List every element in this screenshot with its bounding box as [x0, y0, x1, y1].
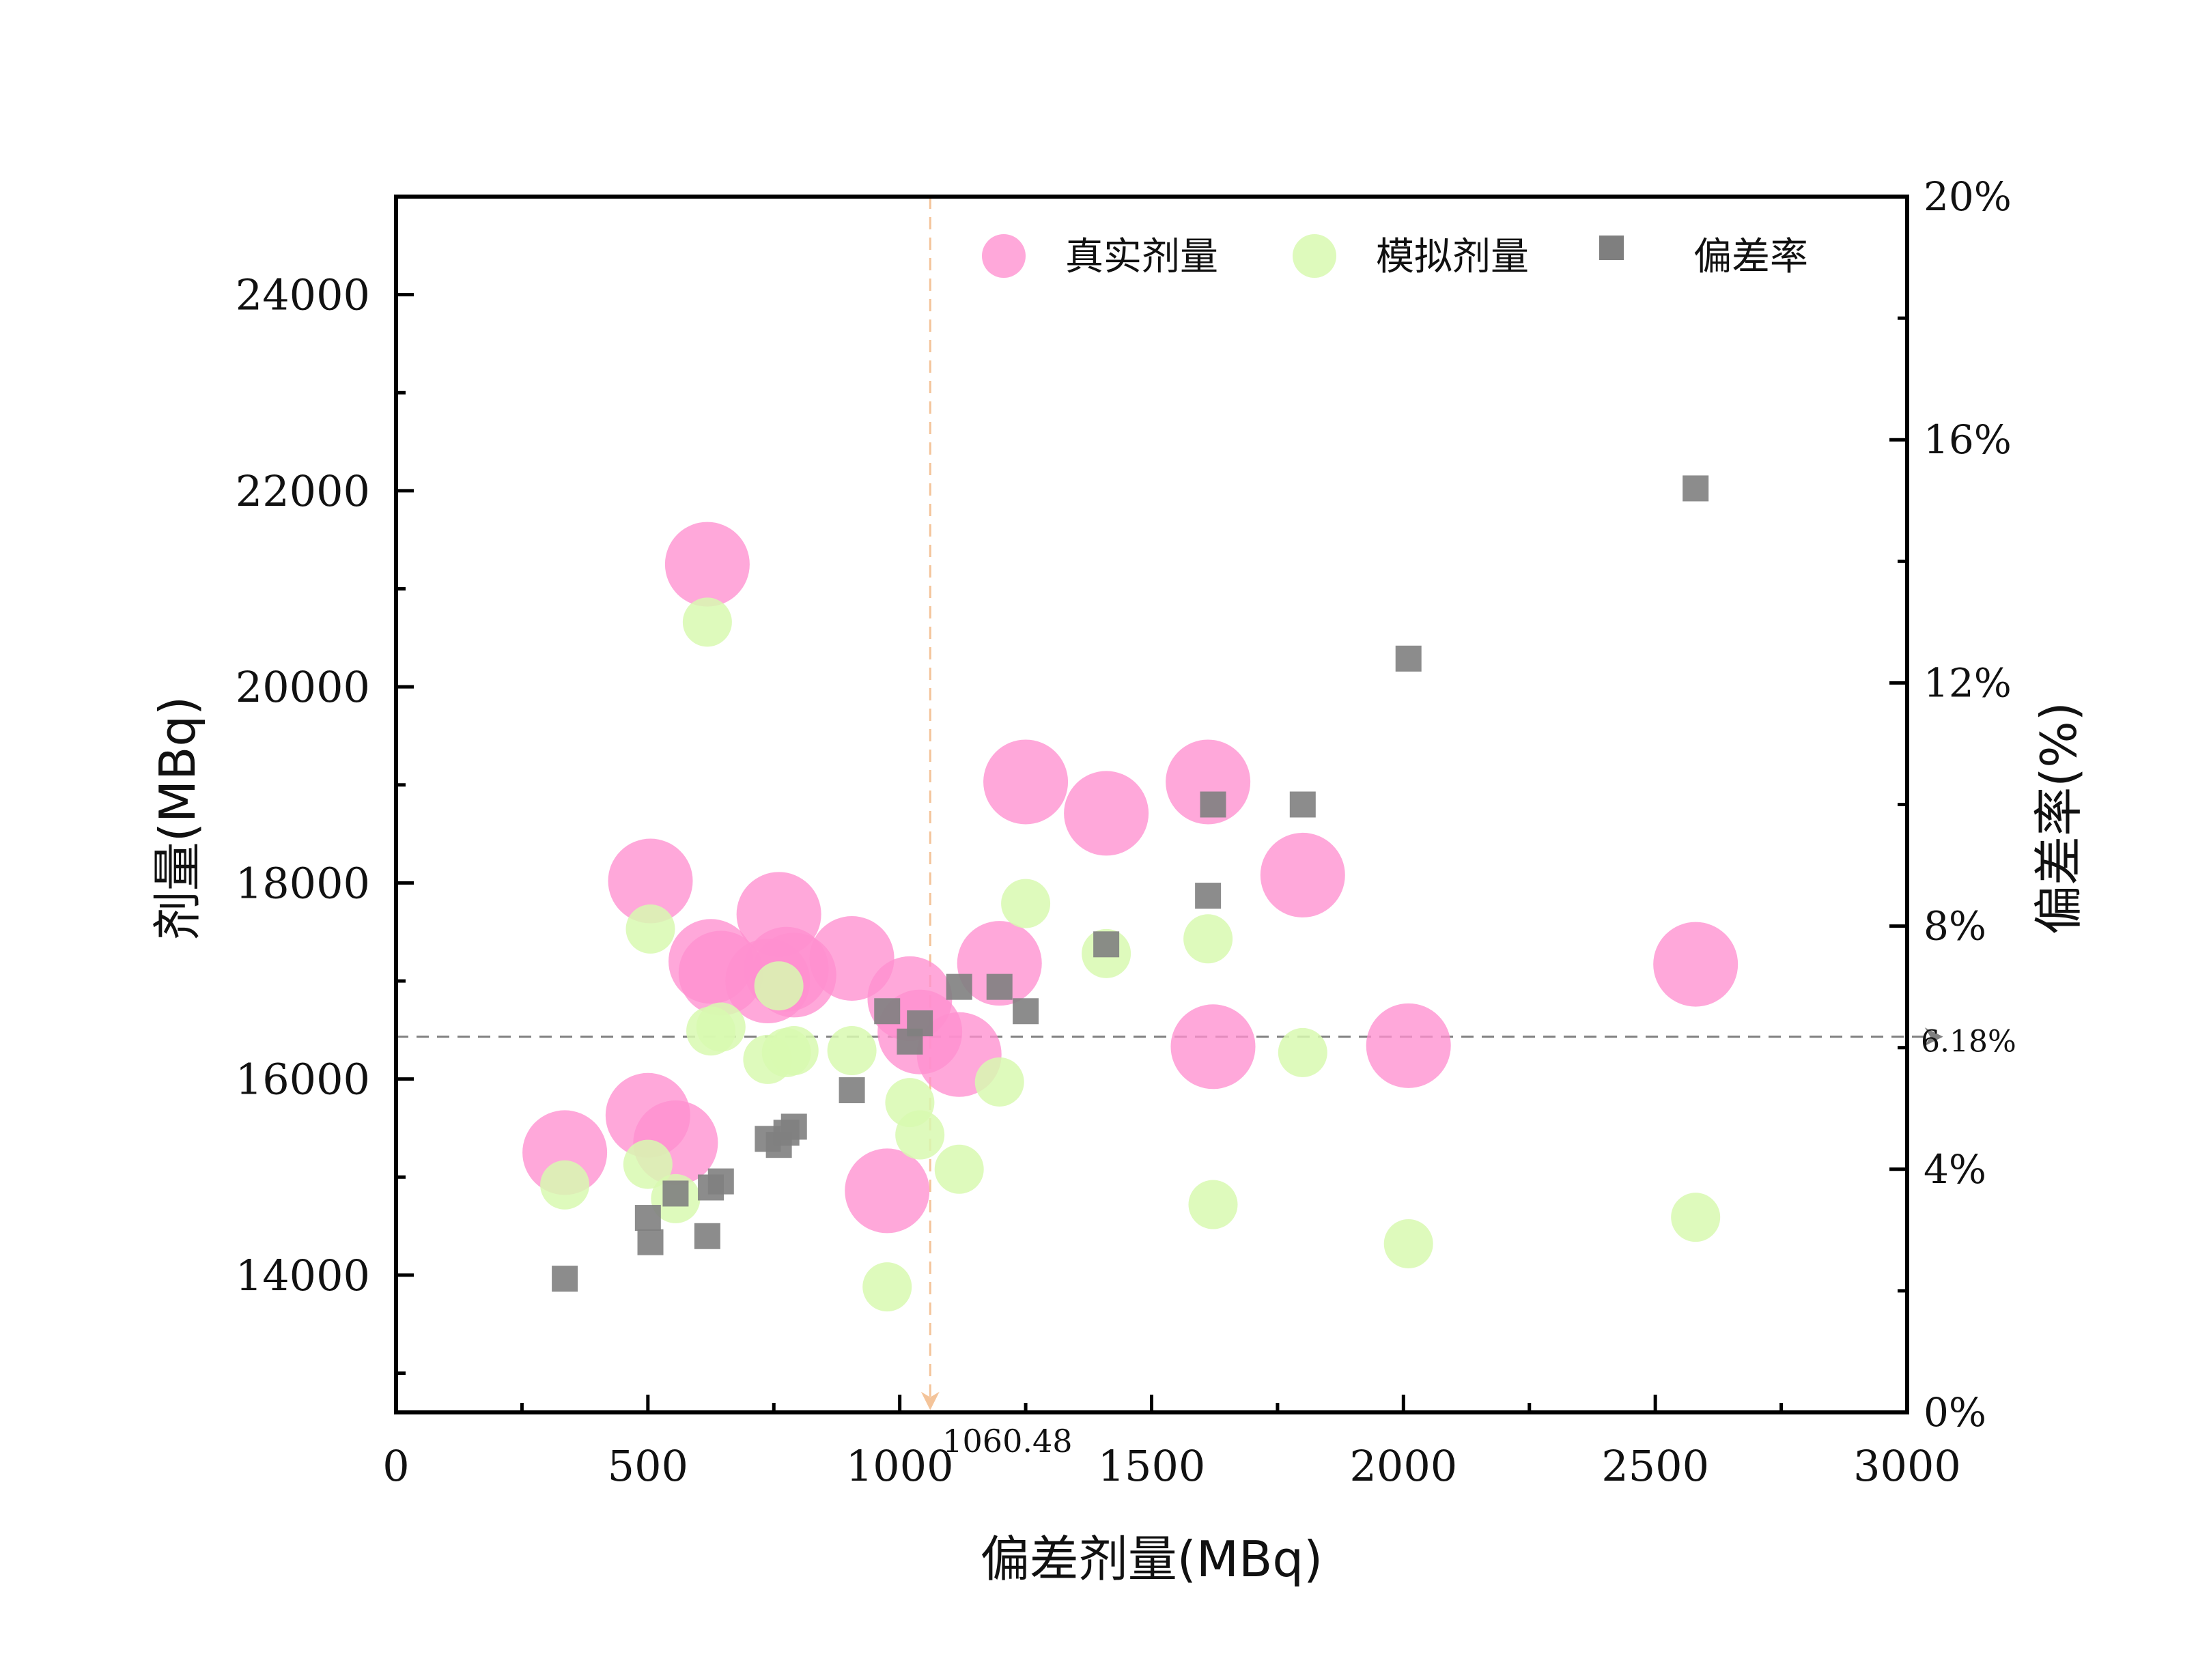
y-tick-label: 18000: [236, 858, 370, 908]
real-dose-point: [1366, 1003, 1451, 1088]
sim-dose-point: [1001, 879, 1051, 928]
legend-marker-3: [1599, 236, 1624, 260]
sim-dose-point: [769, 1026, 819, 1076]
legend: 真实剂量 模拟剂量 偏差率: [982, 234, 1808, 279]
sim-dose-point: [934, 1144, 984, 1194]
x-axis-title: 偏差剂量(MBq): [981, 1530, 1323, 1588]
real-dose-point: [1166, 739, 1251, 825]
deviation-rate-point: [907, 1010, 933, 1037]
reference-label-horizontal: 6.18%: [1921, 1025, 2016, 1059]
sim-dose-point: [1278, 1027, 1327, 1077]
x-tick-label: 0: [382, 1441, 409, 1491]
reference-label-vertical: 1060.48: [942, 1423, 1072, 1460]
legend-label-1: 真实剂量: [1065, 235, 1218, 279]
y-tick-label: 14000: [236, 1251, 370, 1300]
real-dose-point: [1170, 1004, 1256, 1090]
sim-dose-point: [623, 1139, 673, 1189]
deviation-rate-point: [637, 1229, 664, 1255]
y2-tick-label: 20%: [1924, 173, 2012, 220]
deviation-rate-point: [662, 1180, 689, 1207]
real-dose-point: [1064, 771, 1149, 856]
deviation-rate-point: [694, 1223, 720, 1249]
deviation-rate-point: [1200, 791, 1226, 818]
y-tick-label: 22000: [236, 466, 370, 516]
real-dose-point: [1260, 832, 1345, 917]
sim-dose-point: [862, 1262, 912, 1312]
y2-axis-title: 偏差率(%): [2030, 702, 2087, 935]
x-tick-label: 500: [608, 1441, 688, 1491]
series-layer: [522, 475, 1738, 1312]
y2-tick-label: 4%: [1924, 1146, 1986, 1193]
sim-dose-point: [1183, 914, 1233, 964]
deviation-rate-point: [1683, 475, 1709, 502]
legend-label-3: 偏差率: [1693, 235, 1808, 279]
sim-dose-point: [1671, 1193, 1721, 1242]
y-tick-label: 24000: [236, 270, 370, 320]
deviation-rate-point: [1093, 931, 1120, 958]
real-dose-point: [957, 921, 1042, 1006]
sim-dose-point: [974, 1057, 1024, 1107]
deviation-rate-point: [634, 1205, 661, 1231]
sim-dose-point: [754, 961, 804, 1011]
y-axis-title: 剂量(MBq): [149, 696, 206, 940]
deviation-rate-point: [1289, 791, 1316, 818]
real-dose-point: [845, 1148, 930, 1234]
deviation-rate-point: [874, 998, 901, 1025]
real-dose-point: [664, 522, 750, 607]
y-tick-label: 20000: [236, 662, 370, 712]
deviation-rate-point: [1395, 645, 1422, 672]
y-tick-label: 16000: [236, 1055, 370, 1105]
deviation-rate-point: [986, 973, 1013, 1000]
real-dose-point: [1653, 922, 1738, 1007]
y2-tick-label: 8%: [1924, 903, 1986, 950]
sim-dose-point: [827, 1026, 877, 1076]
legend-label-2: 模拟剂量: [1376, 235, 1529, 279]
real-dose-point: [983, 739, 1069, 825]
sim-dose-point: [625, 904, 675, 954]
real-dose-point: [608, 838, 693, 924]
x-tick-label: 3000: [1853, 1441, 1961, 1491]
deviation-rate-point: [780, 1113, 807, 1140]
y2-tick-label: 16%: [1924, 416, 2012, 463]
x-tick-label: 1000: [846, 1441, 954, 1491]
deviation-rate-point: [552, 1266, 578, 1292]
sim-dose-point: [895, 1110, 945, 1160]
sim-dose-point: [1383, 1219, 1433, 1268]
deviation-rate-point: [1013, 998, 1039, 1025]
legend-marker-2: [1293, 234, 1336, 278]
x-tick-label: 2000: [1349, 1441, 1457, 1491]
legend-marker-1: [982, 234, 1026, 278]
x-tick-label: 2500: [1601, 1441, 1709, 1491]
series-3: [552, 475, 1709, 1292]
sim-dose-point: [696, 1002, 746, 1052]
deviation-rate-point: [839, 1077, 865, 1104]
sim-dose-point: [682, 597, 732, 647]
sim-dose-point: [1188, 1180, 1238, 1229]
sim-dose-point: [540, 1160, 590, 1210]
y2-tick-label: 0%: [1924, 1389, 1986, 1436]
axes: 0 500 1000 1500 2000 2500 3000 14000 16000 18000 2…: [236, 173, 2012, 1491]
x-tick-label: 1500: [1098, 1441, 1206, 1491]
deviation-rate-point: [707, 1168, 734, 1195]
deviation-rate-point: [946, 973, 972, 1000]
deviation-rate-point: [1195, 883, 1222, 909]
y2-tick-label: 12%: [1924, 659, 2012, 706]
reference-lines: 1060.48 6.18%: [396, 197, 2016, 1460]
